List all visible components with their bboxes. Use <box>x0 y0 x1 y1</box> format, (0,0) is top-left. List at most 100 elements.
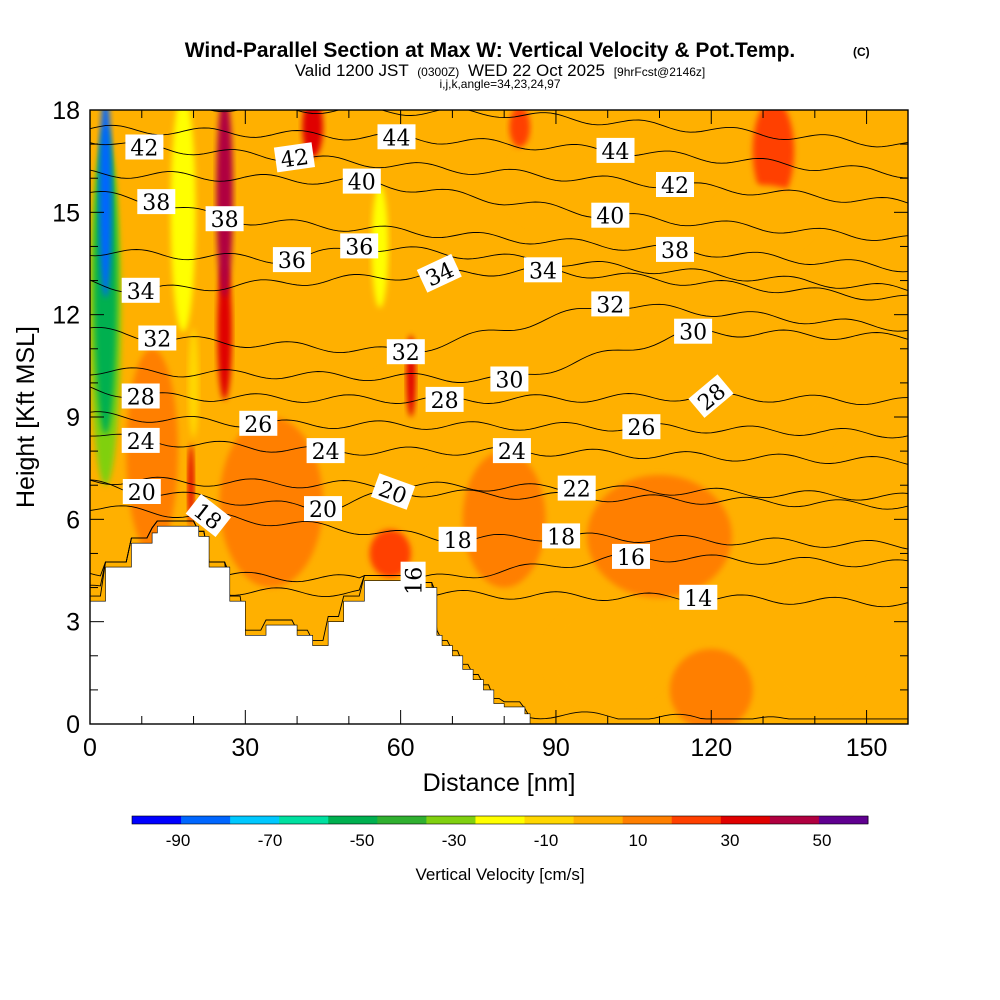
velocity-cell <box>99 110 112 298</box>
contour-label: 44 <box>377 124 416 151</box>
contour-label: 16 <box>612 543 650 571</box>
contour-label: 24 <box>492 438 531 465</box>
velocity-cell <box>359 365 443 469</box>
contour-label: 22 <box>557 475 596 503</box>
velocity-cell <box>752 110 795 203</box>
contour-label-text: 40 <box>596 205 624 230</box>
contour-label: 26 <box>622 414 661 441</box>
contour-label: 40 <box>591 202 630 230</box>
contour-label: 42 <box>656 172 694 199</box>
contour-label: 18 <box>542 523 581 550</box>
colorbar-segment <box>181 816 231 824</box>
contour-label: 40 <box>342 168 381 196</box>
contour-label: 34 <box>121 277 160 305</box>
velocity-cell <box>825 434 908 571</box>
contour-label-text: 34 <box>127 280 155 305</box>
contour-label-text: 28 <box>431 389 459 414</box>
colorbar-tick-label: 10 <box>629 831 648 850</box>
y-tick-label: 0 <box>66 711 80 739</box>
x-tick-label: 150 <box>846 734 888 762</box>
colorbar-tick-label: -30 <box>442 831 467 850</box>
colorbar-tick-label: -50 <box>350 831 375 850</box>
velocity-cell <box>217 263 232 400</box>
y-axis-label: Height [Kft MSL] <box>12 326 40 508</box>
contour-label: 32 <box>591 291 630 318</box>
velocity-cell <box>711 185 815 254</box>
colorbar-segment <box>279 816 329 824</box>
contour-label-text: 20 <box>128 481 156 506</box>
isotherm-line <box>90 142 908 204</box>
y-tick-label: 15 <box>52 199 80 227</box>
contour-label-text: 32 <box>392 341 420 366</box>
contour-label-text: 44 <box>383 126 411 151</box>
velocity-cell <box>763 570 867 707</box>
contour-label-text: 26 <box>244 413 272 438</box>
contour-label: 42 <box>125 134 164 162</box>
contour-label-text: 16 <box>617 546 645 571</box>
isotherm-line <box>90 520 908 583</box>
velocity-cell <box>216 110 233 298</box>
copyright-mark: (C) <box>853 45 870 59</box>
y-axis-ticks: 0 36 9 12 15 18 <box>52 97 908 739</box>
x-tick-label: 90 <box>542 734 570 762</box>
contour-label-text: 22 <box>563 478 591 503</box>
contour-label-text: 40 <box>348 171 376 196</box>
contour-label-text: 32 <box>596 293 624 318</box>
colorbar-tick-label: -10 <box>534 831 559 850</box>
contour-label-text: 42 <box>661 174 689 199</box>
colorbar-frame <box>131 815 869 825</box>
colorbar-segment <box>426 816 476 824</box>
contour-label-text: 42 <box>279 145 310 174</box>
colorbar-segment <box>475 816 526 824</box>
contour-label-text: 26 <box>627 416 655 441</box>
isotherm-line <box>90 476 908 501</box>
contour-label-text: 18 <box>444 529 472 554</box>
isotherm-line <box>90 479 908 514</box>
contour-label: 26 <box>239 410 278 438</box>
velocity-cell <box>188 328 199 438</box>
contour-label-text: 36 <box>345 235 373 260</box>
velocity-cell <box>504 140 608 230</box>
grid-indices: i,j,k,angle=34,23,24,97 <box>439 77 560 91</box>
contour-label: 30 <box>490 366 529 394</box>
contour-label: 34 <box>524 257 562 284</box>
colorbar-segment <box>671 816 722 824</box>
velocity-cell <box>462 451 546 588</box>
contour-label-text: 42 <box>130 137 158 162</box>
isotherm-line <box>90 124 908 179</box>
y-tick-label: 12 <box>52 302 80 330</box>
colorbar-tick-label: 30 <box>721 831 740 850</box>
contour-label: 38 <box>656 236 694 264</box>
colorbar-label: Vertical Velocity [cm/s] <box>415 865 584 884</box>
contour-label-text: 30 <box>679 321 707 346</box>
contour-label: 20 <box>304 496 342 523</box>
x-tick-label: 30 <box>231 734 259 762</box>
colorbar-tick-label: -70 <box>258 831 283 850</box>
contour-label: 18 <box>438 526 477 554</box>
colorbar-segment <box>622 816 673 824</box>
isotherm-line <box>90 411 908 439</box>
contour-label-text: 18 <box>547 525 575 550</box>
colorbar-segment <box>132 816 182 824</box>
contour-labels: 42 38 34 32 28 24 20 18 38 42 36 26 24 20 44 40 36 34 32 28… <box>121 124 734 612</box>
contour-label-text: 24 <box>498 440 526 465</box>
velocity-cell <box>607 307 836 445</box>
contour-label: 32 <box>138 325 177 353</box>
contour-label: 42 <box>273 142 315 174</box>
contour-label-text: 34 <box>529 259 557 284</box>
contour-label-text: 14 <box>684 587 712 612</box>
colorbar-segment <box>377 816 427 824</box>
contour-label: 38 <box>205 206 244 233</box>
contour-label: 38 <box>137 189 176 216</box>
colorbar-segment <box>328 816 378 824</box>
y-tick-label: 9 <box>66 404 80 432</box>
valid-time: Valid 1200 JST <box>295 61 409 80</box>
velocity-cell <box>669 648 753 724</box>
chart-title: Wind-Parallel Section at Max W: Vertical… <box>185 39 796 62</box>
plot-area: 42 38 34 32 28 24 20 18 38 42 36 26 24 20 44 40 36 34 32 28… <box>89 109 909 725</box>
contour-label: 36 <box>272 247 311 274</box>
x-tick-label: 60 <box>387 734 415 762</box>
velocity-cell <box>509 110 531 148</box>
